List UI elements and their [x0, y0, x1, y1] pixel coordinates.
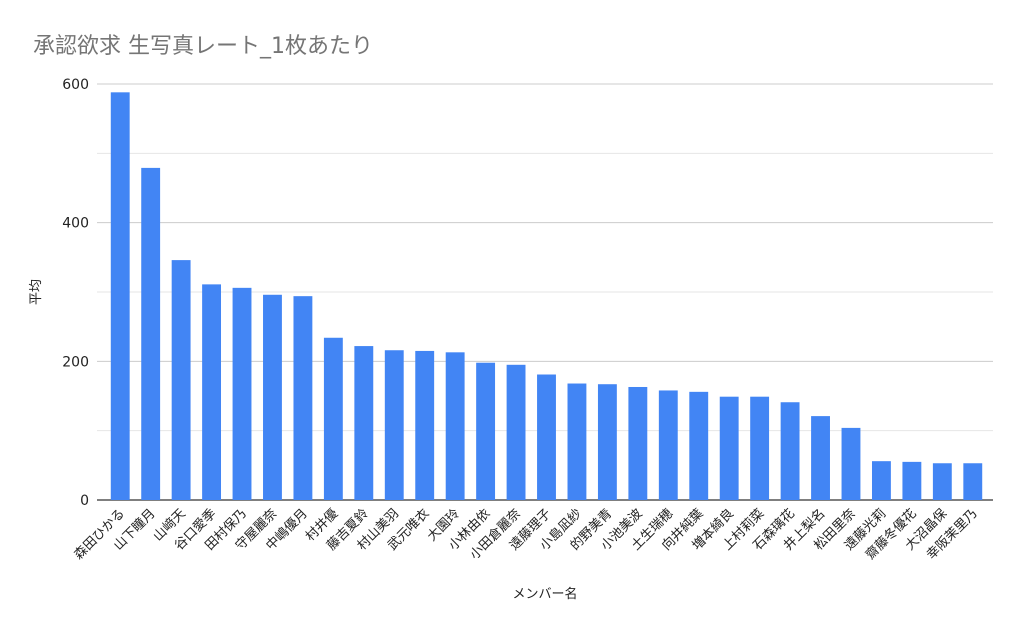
bar[interactable]	[750, 396, 770, 500]
bar[interactable]	[323, 337, 343, 500]
bar[interactable]	[506, 364, 526, 500]
bar[interactable]	[476, 362, 496, 500]
bars	[110, 92, 983, 501]
bar[interactable]	[202, 284, 222, 500]
y-tick-label: 0	[80, 493, 89, 509]
bar[interactable]	[902, 461, 922, 500]
bar[interactable]	[293, 296, 313, 500]
bar[interactable]	[932, 463, 952, 500]
bar[interactable]	[719, 396, 739, 500]
bar[interactable]	[841, 427, 861, 500]
bar[interactable]	[537, 374, 556, 500]
bar[interactable]	[171, 260, 191, 500]
y-tick-labels: 0 200 400 600	[62, 77, 89, 509]
y-axis-label: 平均	[29, 279, 44, 305]
bar[interactable]	[780, 402, 800, 500]
chart-title: 承認欲求 生写真レート_1枚あたり	[33, 34, 373, 59]
y-tick-label: 200	[62, 354, 89, 370]
bar[interactable]	[597, 384, 617, 500]
bar[interactable]	[415, 350, 435, 500]
bar[interactable]	[141, 167, 161, 501]
bar[interactable]	[658, 390, 678, 500]
y-tick-label: 600	[62, 77, 89, 93]
bar[interactable]	[110, 92, 130, 500]
y-tick-label: 400	[62, 216, 89, 232]
bar[interactable]	[871, 461, 891, 500]
bar[interactable]	[567, 383, 587, 500]
bar[interactable]	[811, 416, 830, 500]
bar[interactable]	[628, 386, 648, 500]
x-axis-label: メンバー名	[512, 586, 577, 602]
x-tick-labels: 森田ひかる山下瞳月山﨑天谷口愛季田村保乃守屋麗奈中嶋優月村井優藤吉夏鈴村山美羽武…	[71, 506, 980, 563]
bar[interactable]	[689, 391, 709, 500]
bar[interactable]	[263, 294, 282, 500]
bar[interactable]	[963, 463, 983, 500]
bar[interactable]	[232, 287, 252, 500]
bar[interactable]	[384, 350, 404, 500]
bar[interactable]	[445, 352, 465, 500]
bar[interactable]	[354, 346, 374, 500]
